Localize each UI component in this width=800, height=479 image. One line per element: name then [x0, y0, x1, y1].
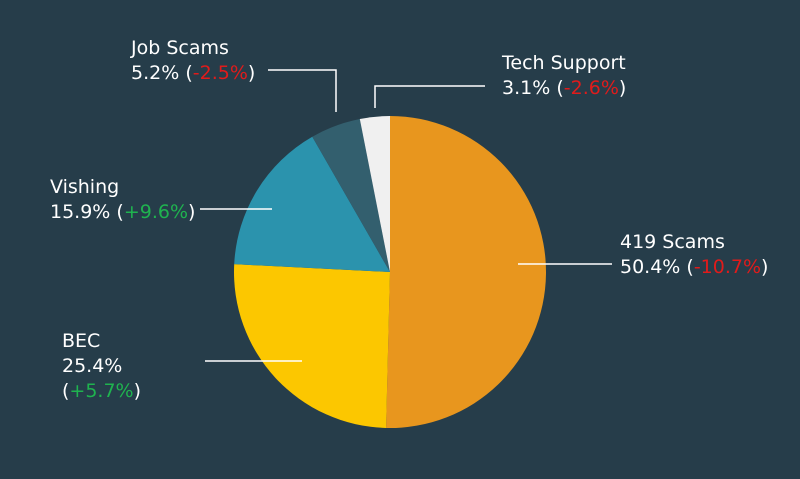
- bracket: ): [188, 201, 195, 223]
- slice-value: 5.2% (-2.5%): [131, 62, 255, 84]
- change-label: +9.6%: [124, 201, 188, 223]
- slice-change: (+5.7%): [62, 380, 141, 402]
- pie-slice: [234, 136, 390, 272]
- bracket: ): [619, 77, 626, 99]
- slice-label: 419 Scams: [620, 231, 725, 253]
- bracket: ): [761, 256, 768, 278]
- leader-line: [268, 69, 337, 112]
- change-label: -10.7%: [694, 256, 761, 278]
- pie-slice: [312, 118, 390, 272]
- slice-label: BEC: [62, 330, 100, 352]
- bracket: (: [686, 256, 693, 278]
- bracket: ): [134, 380, 141, 402]
- slice-label: Job Scams: [130, 37, 229, 59]
- leader-line: [374, 85, 485, 108]
- slice-value: 50.4% (-10.7%): [620, 256, 768, 278]
- bracket: (: [185, 62, 192, 84]
- value-label: 15.9%: [50, 201, 110, 223]
- bracket: (: [116, 201, 123, 223]
- pie-slice: [233, 264, 390, 428]
- change-label: -2.5%: [193, 62, 248, 84]
- bracket: (: [62, 380, 69, 402]
- slice-label: Tech Support: [501, 52, 626, 74]
- pie-slice: [386, 116, 547, 428]
- value-label: 25.4%: [62, 355, 122, 377]
- value-label: 50.4%: [620, 256, 680, 278]
- pie-slice: [359, 116, 390, 272]
- bracket: (: [556, 77, 563, 99]
- change-label: -2.6%: [564, 77, 619, 99]
- slice-label: Vishing: [50, 176, 119, 198]
- value-label: 5.2%: [131, 62, 179, 84]
- slice-value: 25.4%: [62, 355, 122, 377]
- slice-value: 15.9% (+9.6%): [50, 201, 195, 223]
- slice-value: 3.1% (-2.6%): [502, 77, 626, 99]
- value-label: 3.1%: [502, 77, 550, 99]
- change-label: +5.7%: [69, 380, 133, 402]
- bracket: ): [248, 62, 255, 84]
